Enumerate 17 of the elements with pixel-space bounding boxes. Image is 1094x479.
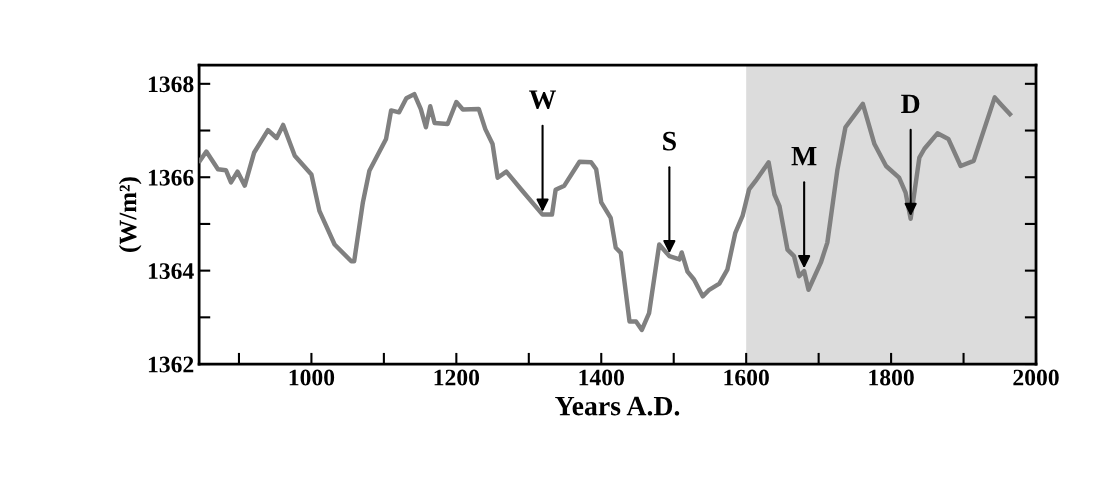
x-tick-label: 2000 [1013,369,1059,386]
annotation: W [529,90,557,110]
annotation: S [663,131,676,151]
y-tick-label: 1364 [148,263,194,280]
annotation: D [901,94,920,113]
annotation: M [791,147,817,166]
y-axis-title: (W/m²) [118,177,142,252]
x-tick-label: 1200 [434,369,480,386]
x-axis-title: Years A.D. [555,396,680,416]
y-tick-label: 1362 [148,356,194,373]
line-series [199,91,1013,333]
x-tick-label: 1000 [289,369,335,386]
y-tick-label: 1366 [148,169,194,186]
x-tick-label: 1600 [724,369,769,386]
x-tick-label: 1400 [579,369,624,386]
y-tick-label: 1368 [148,76,194,93]
x-tick-label: 1800 [869,369,914,386]
